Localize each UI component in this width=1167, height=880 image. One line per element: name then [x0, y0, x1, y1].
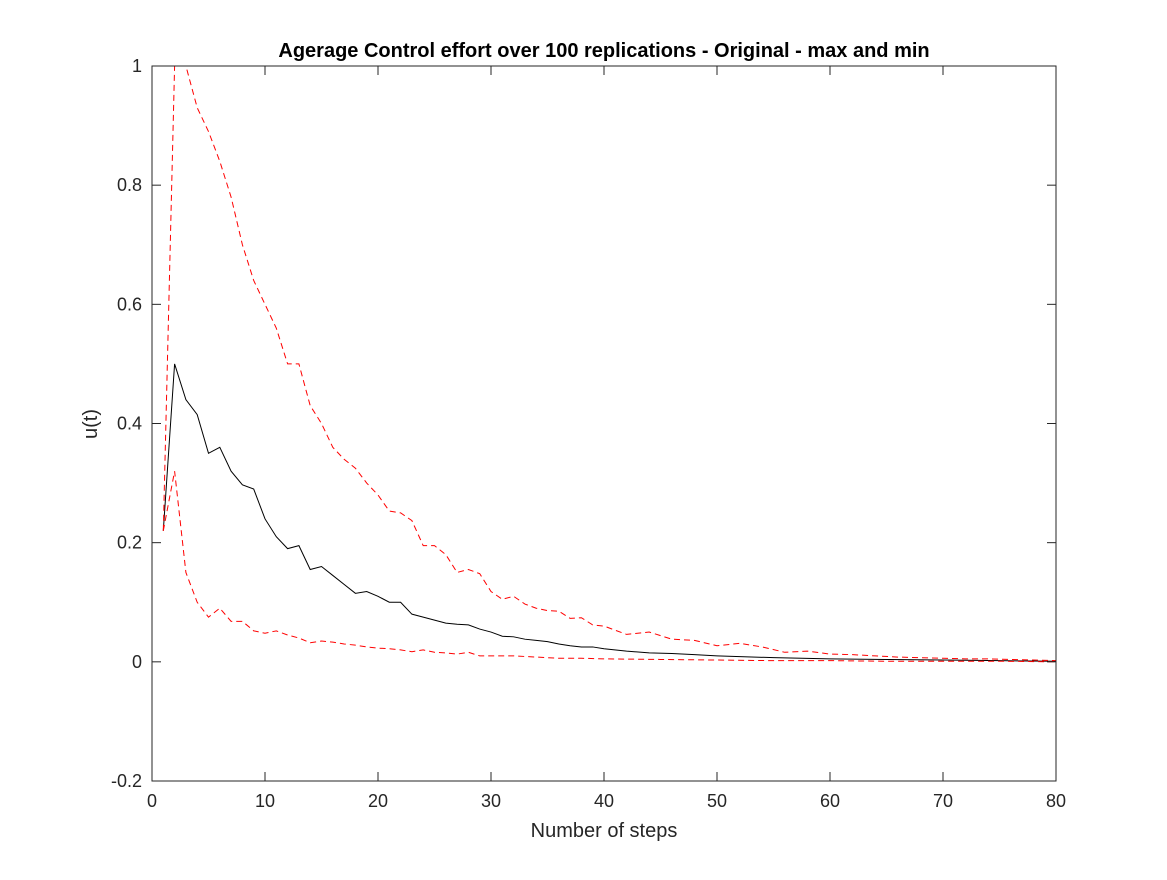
plot-area: 0 10 20 30 40 50 60 70 80 -0.200.20.40.60.81: [111, 56, 1066, 811]
series-line-average: [162, 363, 1056, 662]
series-line-max: [162, 65, 1056, 662]
y-tick-label: -0.2: [111, 771, 142, 791]
x-tick-label: 60: [820, 791, 840, 811]
axes-background: [152, 66, 1056, 781]
x-tick-label: 0: [147, 791, 157, 811]
x-tick-label: 50: [707, 791, 727, 811]
y-tick-label: 0.8: [117, 175, 142, 195]
series-line-min: [162, 471, 1056, 663]
x-tick-label: 80: [1046, 791, 1066, 811]
x-tick-label: 30: [481, 791, 501, 811]
x-axis-label: Number of steps: [531, 820, 678, 842]
y-tick-label: 1: [132, 56, 142, 76]
y-tick-label: 0.2: [117, 533, 142, 553]
x-tick-label: 40: [594, 791, 614, 811]
series-layer: [162, 65, 1056, 663]
x-tick-label: 70: [933, 791, 953, 811]
y-axis: -0.2 0 0.2 0.4 0.6 0.8 1: [111, 56, 1056, 791]
x-tick-label: 10: [255, 791, 275, 811]
y-axis-label: u(t): [80, 409, 102, 439]
y-tick-label: 0.6: [117, 294, 142, 314]
y-tick-label: 0: [132, 652, 142, 672]
y-tick-label: 0.4: [117, 414, 142, 434]
x-tick-label: 20: [368, 791, 388, 811]
x-axis: 0 10 20 30 40 50 60 70 80: [147, 66, 1066, 811]
chart-title: Agerage Control effort over 100 replicat…: [278, 40, 929, 62]
